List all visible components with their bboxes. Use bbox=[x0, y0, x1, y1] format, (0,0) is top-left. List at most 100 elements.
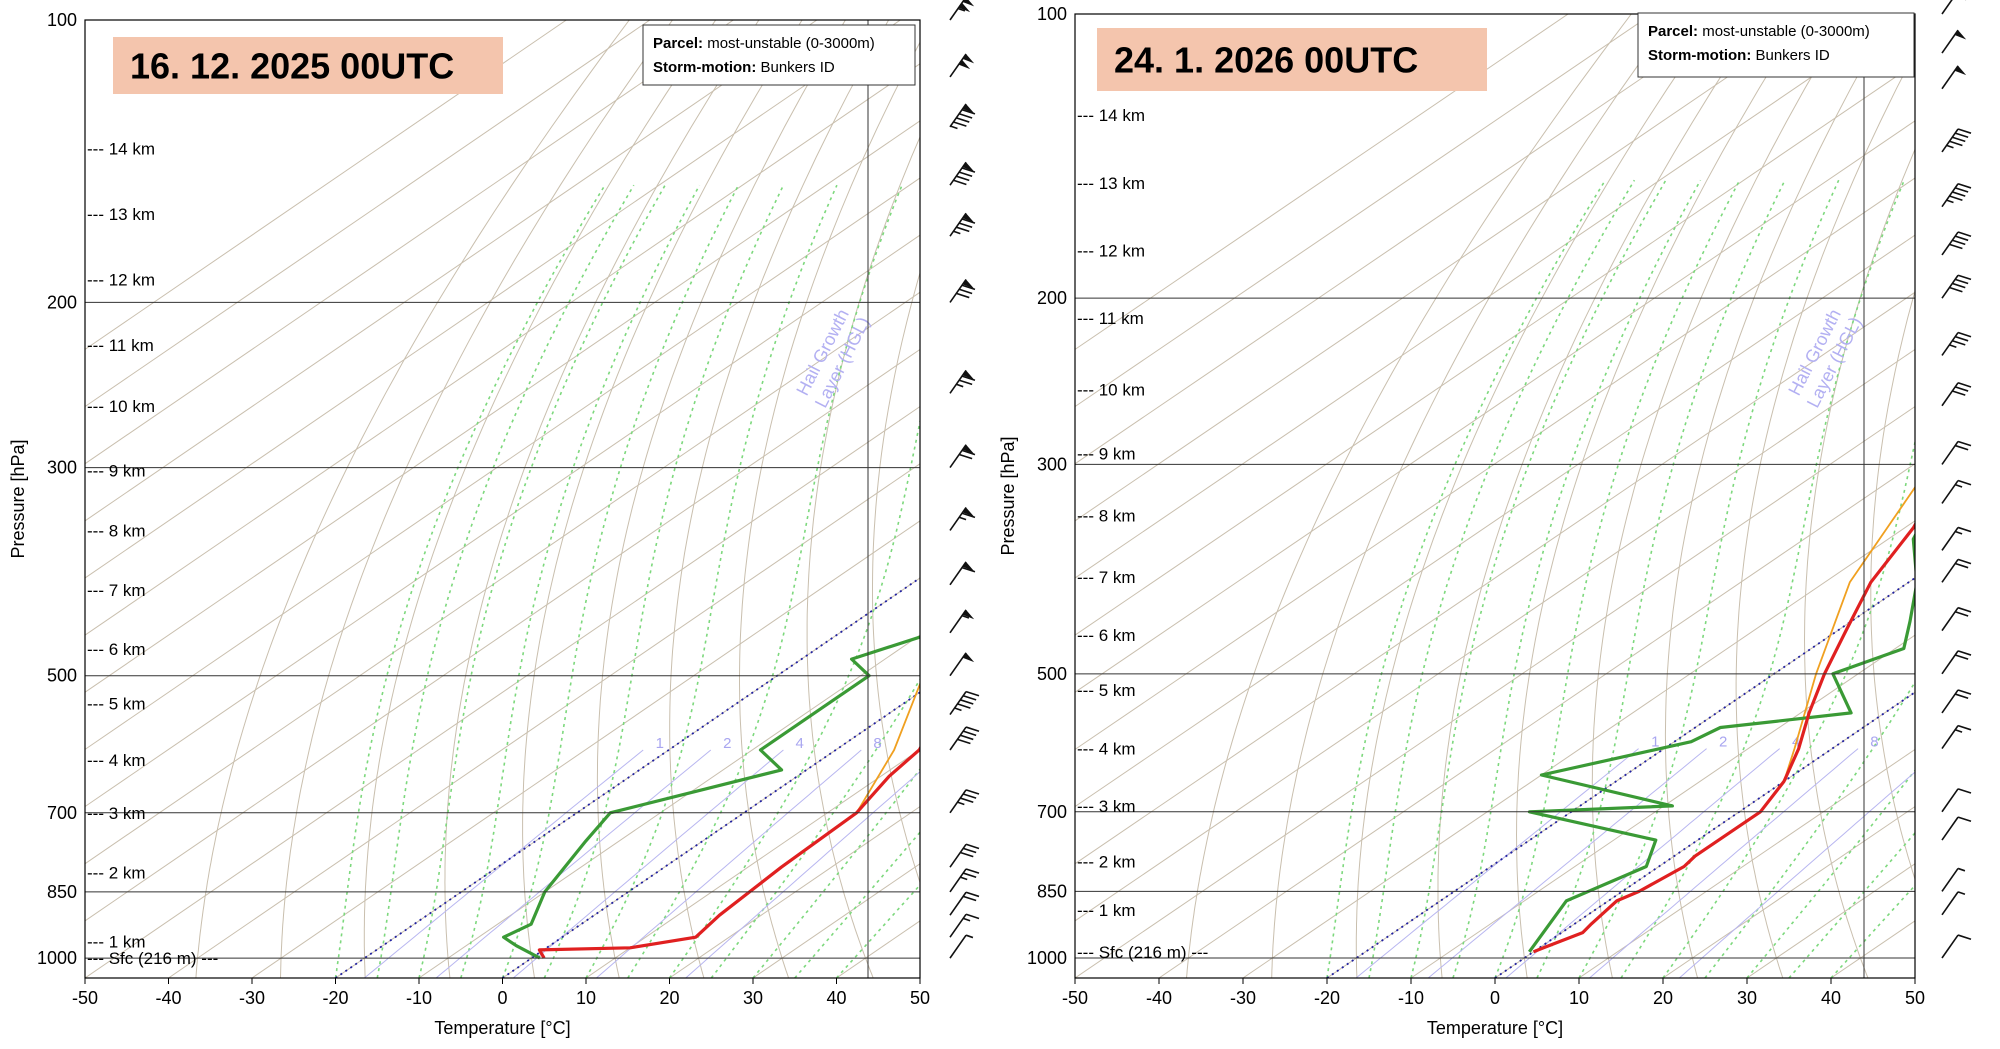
wind-barb bbox=[1941, 29, 1967, 54]
height-label: --- 12 km bbox=[87, 270, 155, 289]
wind-barb-flag bbox=[956, 175, 970, 182]
dry-adiabat bbox=[363, 20, 717, 978]
wind-barb bbox=[1941, 934, 1972, 959]
wind-barb bbox=[1941, 606, 1972, 632]
dry-adiabat bbox=[1271, 14, 1676, 978]
wind-barb-flag bbox=[961, 218, 976, 224]
isotherm bbox=[1662, 805, 1915, 978]
height-label: --- 13 km bbox=[87, 205, 155, 224]
wind-barb-flag bbox=[960, 699, 974, 705]
x-tick-label: 30 bbox=[743, 988, 763, 1008]
legend-storm-key: Storm-motion: bbox=[653, 59, 756, 76]
height-label: --- 10 km bbox=[1077, 381, 1145, 400]
wind-barb-flag bbox=[962, 730, 977, 737]
moist-adiabat bbox=[1410, 179, 1667, 978]
mixing-ratio-label: 4 bbox=[796, 735, 804, 752]
isotherm bbox=[85, 20, 818, 522]
wind-barb-flag bbox=[1954, 444, 1969, 451]
wind-barb-flag bbox=[958, 288, 973, 295]
isotherm bbox=[1075, 63, 1915, 636]
wind-barb-flag bbox=[1957, 558, 1972, 565]
wind-barb bbox=[1941, 724, 1972, 750]
height-label: --- 1 km bbox=[1077, 901, 1136, 920]
wind-barb-flag bbox=[958, 171, 973, 178]
height-label: --- 9 km bbox=[1077, 444, 1136, 463]
wind-barb-flag bbox=[958, 379, 973, 386]
wind-barb-pennant bbox=[962, 652, 975, 663]
dewpoint-profile bbox=[502, 635, 920, 960]
wind-barb bbox=[949, 212, 976, 237]
legend-parcel-key: Parcel: bbox=[653, 35, 703, 52]
dry-adiabat bbox=[280, 20, 673, 978]
isotherm bbox=[85, 348, 920, 922]
moist-adiabat bbox=[1830, 884, 1915, 978]
isotherm bbox=[1075, 291, 1915, 865]
y-tick-label: 500 bbox=[47, 666, 77, 686]
y-tick-label: 100 bbox=[47, 10, 77, 30]
height-label: --- 6 km bbox=[1077, 626, 1136, 645]
isotherm bbox=[85, 20, 567, 351]
wind-barb-staff bbox=[949, 53, 967, 78]
y-axis-label: Pressure [hPa] bbox=[8, 439, 28, 558]
isotherm bbox=[85, 20, 901, 579]
wind-barb-flag bbox=[965, 913, 980, 920]
mixing-ratio-line bbox=[1355, 748, 1639, 978]
height-label: --- 5 km bbox=[1077, 681, 1136, 700]
moist-adiabat bbox=[418, 184, 666, 978]
dry-adiabat bbox=[1870, 289, 1915, 881]
wind-barb-pennant bbox=[962, 213, 975, 223]
wind-barb-pennant bbox=[962, 54, 975, 64]
wind-barb-flag bbox=[961, 108, 976, 115]
x-axis-label: Temperature [°C] bbox=[434, 1018, 570, 1038]
moist-adiabat bbox=[1662, 438, 1915, 978]
height-label: --- 14 km bbox=[1077, 106, 1145, 125]
moist-adiabat bbox=[1368, 179, 1636, 978]
wind-barb-flag bbox=[1952, 191, 1966, 197]
wind-barb bbox=[1941, 231, 1972, 256]
height-label: --- 14 km bbox=[87, 139, 155, 158]
isotherm bbox=[1075, 14, 1905, 579]
wind-barb-flag bbox=[953, 121, 967, 127]
wind-barb-flag bbox=[1952, 339, 1966, 346]
wind-barb bbox=[949, 53, 975, 78]
x-tick-label: -10 bbox=[1398, 988, 1424, 1008]
y-tick-label: 200 bbox=[47, 292, 77, 312]
wind-barb-flag bbox=[1949, 140, 1963, 147]
wind-barb-flag bbox=[1954, 386, 1969, 392]
isotherm bbox=[85, 120, 920, 693]
moist-adiabat bbox=[1704, 680, 1915, 978]
y-tick-label: 1000 bbox=[1027, 948, 1067, 968]
wind-barb-flag bbox=[1954, 335, 1969, 342]
x-tick-label: -30 bbox=[1230, 988, 1256, 1008]
y-tick-label: 850 bbox=[47, 882, 77, 902]
isotherm bbox=[1578, 748, 1915, 978]
wind-barb bbox=[949, 789, 980, 814]
dry-adiabat bbox=[1186, 14, 1632, 978]
legend-storm: Storm-motion: Bunkers ID bbox=[653, 59, 835, 76]
wind-barb-staff bbox=[1941, 816, 1959, 841]
height-label: --- 4 km bbox=[1077, 740, 1136, 759]
isotherm bbox=[1075, 14, 1569, 351]
height-label: --- 12 km bbox=[1077, 241, 1145, 260]
wind-barb-half-flag bbox=[961, 614, 970, 619]
height-label: --- 10 km bbox=[87, 397, 155, 416]
wind-barb-flag bbox=[961, 167, 976, 173]
isotherm bbox=[1075, 120, 1915, 693]
wind-barb-staff bbox=[949, 652, 967, 677]
isotherm bbox=[502, 691, 920, 978]
wind-barb-staff bbox=[1941, 788, 1959, 813]
wind-barb-flag bbox=[1954, 611, 1969, 617]
wind-barb bbox=[1941, 182, 1972, 208]
wind-barb-half-flag bbox=[960, 876, 968, 881]
wind-barb-flag bbox=[965, 891, 980, 898]
wind-barb-staff bbox=[949, 103, 967, 128]
dry-adiabat bbox=[1735, 51, 1915, 978]
dry-adiabat bbox=[739, 41, 920, 978]
